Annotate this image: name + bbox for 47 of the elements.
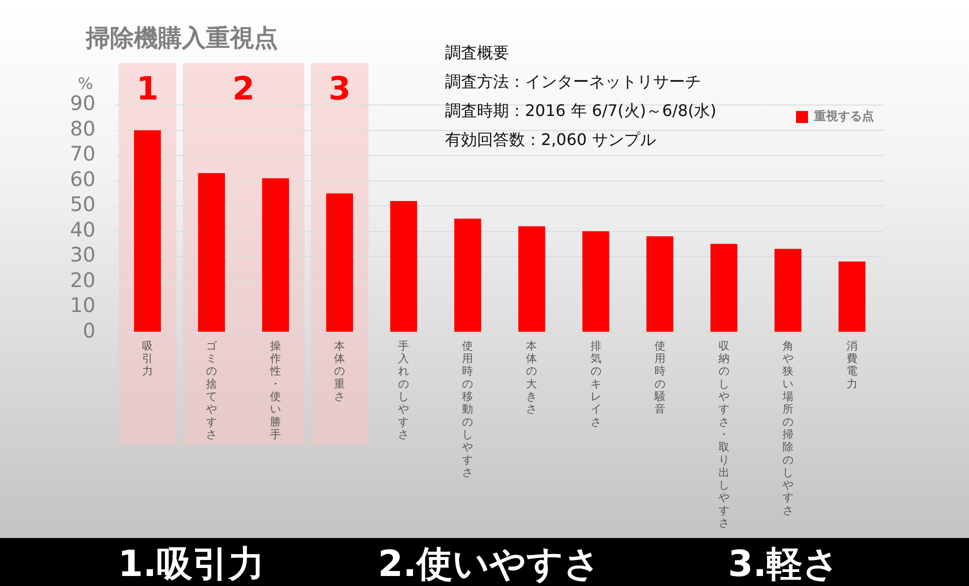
bar xyxy=(198,173,225,332)
chart-title: 掃除機購入重視点 xyxy=(86,23,278,54)
y-tick-label: 20 xyxy=(70,268,96,292)
text: 3.軽さ xyxy=(728,543,840,586)
category-label: 使用時の移動のしやすさ xyxy=(462,339,474,479)
y-axis-title: % xyxy=(78,74,94,94)
y-tick-label: 10 xyxy=(70,293,96,318)
x-tick-label: 消費電力 xyxy=(846,339,858,390)
text: 2.使いやすさ xyxy=(378,543,601,586)
bar xyxy=(262,178,290,332)
text: 調査方法：インターネットリサーチ xyxy=(445,71,702,93)
band-label: 3 xyxy=(328,69,351,108)
bar xyxy=(326,193,354,332)
y-tick-label: 30 xyxy=(70,242,96,267)
y-tick-label: 60 xyxy=(70,166,96,191)
x-tick-label: 本体の大きさ xyxy=(526,339,538,416)
bar xyxy=(838,262,866,332)
bar xyxy=(774,248,802,332)
y-tick-label: 80 xyxy=(70,116,96,140)
x-tick-label: 吸引力 xyxy=(142,339,153,378)
x-tick-label: 手入れのしやすさ xyxy=(398,339,410,441)
text: 調査概要 xyxy=(445,42,510,64)
bar xyxy=(454,218,482,332)
bar xyxy=(646,236,674,332)
category-label: 角や狭い場所の掃除のしやすさ xyxy=(782,339,794,517)
bar xyxy=(710,244,738,332)
category-label: 収納のしやすさ・取り出しやすさ xyxy=(718,339,730,530)
y-tick-label: 90 xyxy=(70,91,96,116)
y-tick-label: 50 xyxy=(70,192,96,216)
bar xyxy=(390,200,418,332)
annotation: 有効回答数：2,060 サンプル xyxy=(445,129,657,151)
bar xyxy=(518,226,546,332)
text: 1.吸引力 xyxy=(118,543,265,586)
band-label: 2 xyxy=(232,69,255,108)
annotation: 調査時期：2016 年 6/7(火)～6/8(水) xyxy=(445,100,716,122)
y-tick-label: 70 xyxy=(70,142,96,166)
x-tick-label: ゴミの捨てやすさ xyxy=(206,339,218,441)
x-tick-label: 操作性・使い勝手 xyxy=(269,339,282,441)
legend-label: 重視する点 xyxy=(813,109,874,124)
x-tick-label: 使用時の騒音 xyxy=(653,339,666,416)
y-tick-label: 40 xyxy=(70,217,96,242)
bar xyxy=(134,130,161,332)
x-tick-label: 本体の重さ xyxy=(334,339,346,404)
y-tick-label: 0 xyxy=(82,318,96,342)
x-tick-label: 排気のキレイさ xyxy=(590,339,602,428)
band-label: 1 xyxy=(136,69,159,108)
bar xyxy=(582,231,610,332)
